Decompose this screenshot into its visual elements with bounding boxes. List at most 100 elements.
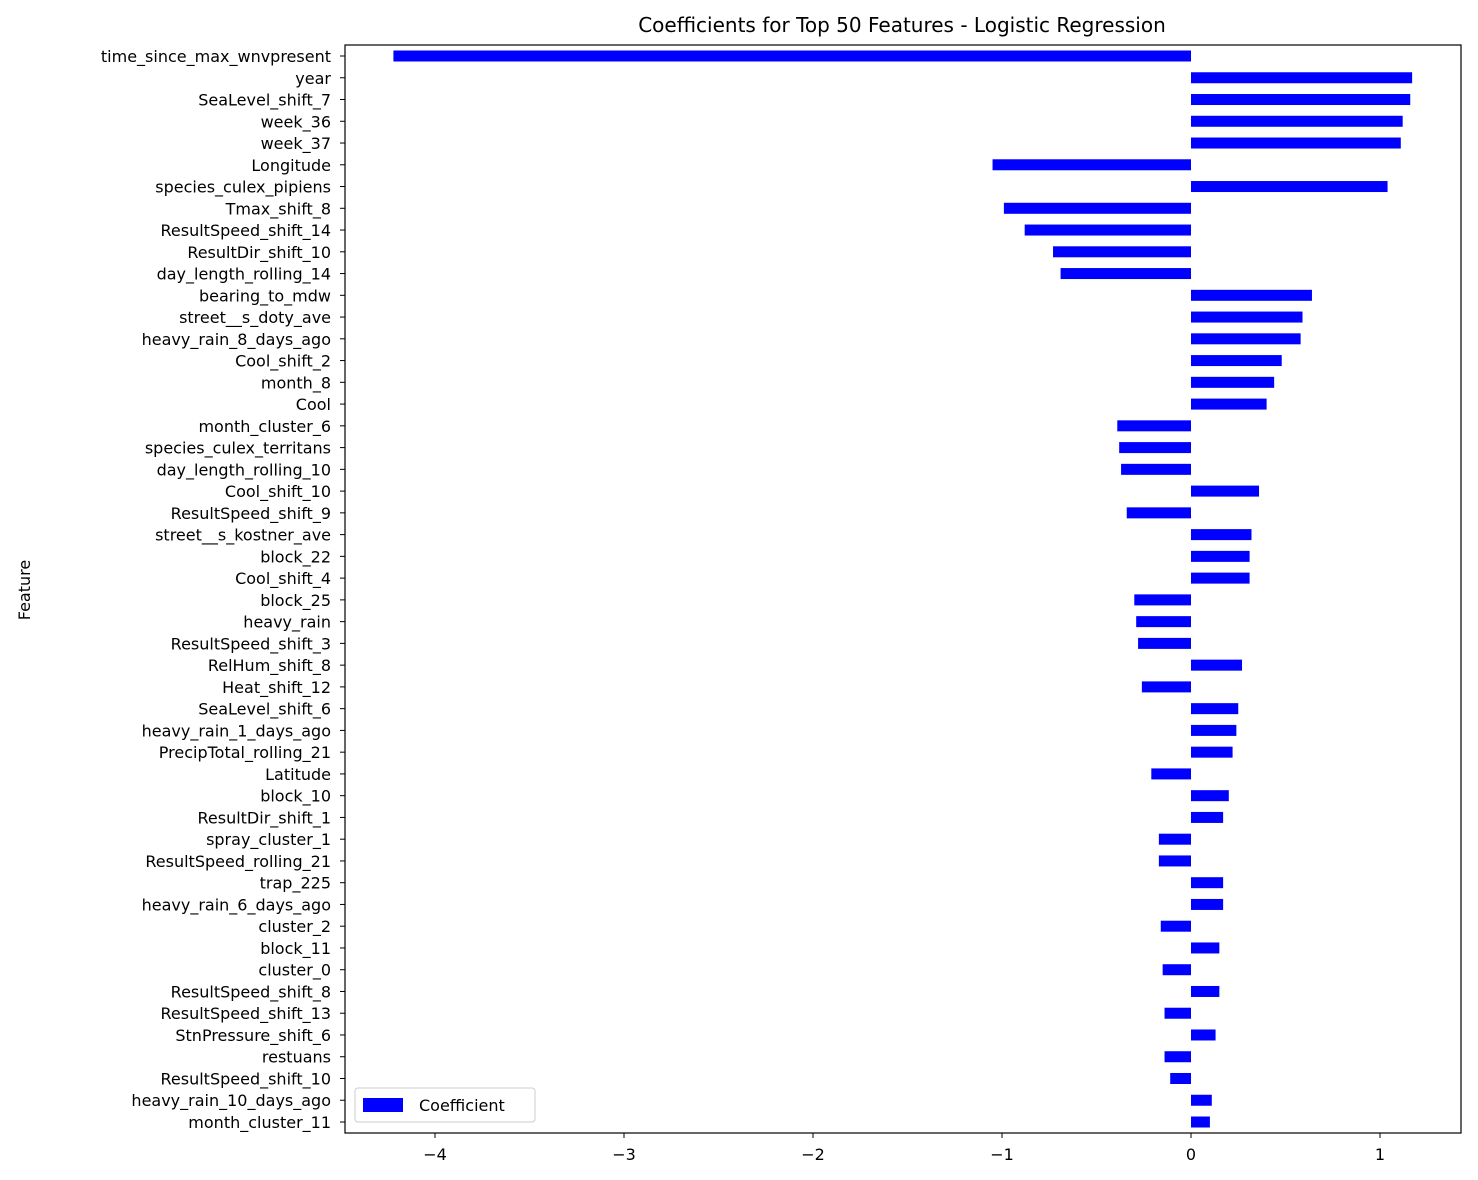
y-tick-label: block_10 <box>260 787 331 807</box>
y-tick-label: Latitude <box>265 765 331 784</box>
y-tick-label: week_37 <box>261 134 331 154</box>
y-tick-label: week_36 <box>261 112 331 132</box>
y-tick-label: heavy_rain_10_days_ago <box>131 1091 331 1111</box>
bar-ResultSpeed_rolling_21 <box>1158 855 1191 867</box>
y-tick-label: street__s_kostner_ave <box>155 526 331 546</box>
bar-heavy_rain_6_days_ago <box>1191 898 1224 910</box>
y-tick-label: day_length_rolling_10 <box>157 460 331 480</box>
legend: Coefficient <box>354 1087 536 1123</box>
bar-SeaLevel_shift_7 <box>1191 94 1411 106</box>
y-tick-label: PrecipTotal_rolling_21 <box>159 743 331 763</box>
y-tick-label: ResultDir_shift_10 <box>187 243 331 263</box>
bar-month_8 <box>1191 376 1275 388</box>
bar-ResultSpeed_shift_9 <box>1126 507 1191 519</box>
bar-heavy_rain <box>1136 616 1191 628</box>
y-tick-label: ResultSpeed_rolling_21 <box>145 852 331 872</box>
y-tick-label: heavy_rain_6_days_ago <box>142 895 331 915</box>
y-tick-label: ResultSpeed_shift_14 <box>161 221 332 241</box>
bar-month_cluster_11 <box>1191 1116 1210 1128</box>
y-tick-label: bearing_to_mdw <box>199 286 331 306</box>
y-tick-label: RelHum_shift_8 <box>208 656 331 676</box>
bar-block_10 <box>1191 790 1229 802</box>
y-tick-label: ResultSpeed_shift_13 <box>161 1004 332 1024</box>
bar-time_since_max_wnvpresent <box>393 50 1191 62</box>
y-tick-label: cluster_0 <box>258 961 331 981</box>
x-tick-label: 1 <box>1375 1145 1385 1164</box>
y-tick-label: month_cluster_6 <box>198 417 331 437</box>
bar-restuans <box>1164 1051 1191 1063</box>
bar-street__s_kostner_ave <box>1191 529 1252 541</box>
y-tick-label: SeaLevel_shift_7 <box>198 91 331 111</box>
y-tick-label: heavy_rain_8_days_ago <box>142 330 331 350</box>
y-tick-label: heavy_rain_1_days_ago <box>142 721 331 741</box>
y-tick-label: block_11 <box>260 939 331 959</box>
bar-cluster_2 <box>1160 920 1191 932</box>
y-tick-label: StnPressure_shift_6 <box>175 1026 331 1046</box>
bar-trap_225 <box>1191 877 1224 889</box>
bar-block_11 <box>1191 942 1220 954</box>
bar-heavy_rain_8_days_ago <box>1191 333 1301 345</box>
y-tick-label: species_culex_territans <box>145 439 331 459</box>
y-tick-label: year <box>295 69 331 88</box>
bar-Longitude <box>992 159 1191 171</box>
bar-Cool_shift_10 <box>1191 485 1260 497</box>
bar-species_culex_territans <box>1119 442 1191 454</box>
x-tick-label: −2 <box>801 1145 825 1164</box>
y-tick-label: block_25 <box>260 591 331 611</box>
legend-box <box>354 1087 536 1123</box>
y-tick-label: Cool_shift_4 <box>235 569 331 589</box>
bars-group <box>393 50 1413 1128</box>
bar-Cool <box>1191 398 1267 410</box>
bar-day_length_rolling_14 <box>1060 268 1191 280</box>
y-tick-label: Longitude <box>251 156 331 175</box>
bar-ResultSpeed_shift_8 <box>1191 985 1220 997</box>
bar-RelHum_shift_8 <box>1191 659 1243 671</box>
y-tick-label: species_culex_pipiens <box>155 178 331 198</box>
bar-SeaLevel_shift_6 <box>1191 703 1239 715</box>
bar-week_37 <box>1191 137 1401 149</box>
bar-ResultSpeed_shift_10 <box>1170 1072 1191 1084</box>
bar-year <box>1191 72 1413 84</box>
bar-day_length_rolling_10 <box>1121 463 1191 475</box>
bar-cluster_0 <box>1162 964 1191 976</box>
y-tick-label: restuans <box>262 1048 331 1067</box>
bar-block_25 <box>1134 594 1191 606</box>
bar-street__s_doty_ave <box>1191 311 1303 323</box>
y-tick-label: block_22 <box>260 547 331 567</box>
y-tick-label: Cool_shift_10 <box>225 482 331 502</box>
y-tick-label: ResultSpeed_shift_9 <box>171 504 331 524</box>
y-tick-label: ResultSpeed_shift_8 <box>171 982 331 1002</box>
y-tick-label: Cool_shift_2 <box>235 352 331 372</box>
bar-Cool_shift_2 <box>1191 355 1282 367</box>
y-tick-label: Tmax_shift_8 <box>225 199 331 219</box>
x-tick-label: −3 <box>612 1145 636 1164</box>
bar-spray_cluster_1 <box>1158 833 1191 845</box>
bar-ResultSpeed_shift_14 <box>1024 224 1191 236</box>
y-tick-label: spray_cluster_1 <box>206 830 331 850</box>
bar-StnPressure_shift_6 <box>1191 1029 1216 1041</box>
bar-ResultSpeed_shift_3 <box>1138 637 1191 649</box>
y-tick-label: month_8 <box>261 373 331 393</box>
bar-ResultDir_shift_10 <box>1053 246 1191 258</box>
bar-block_22 <box>1191 550 1250 562</box>
y-tick-label: ResultSpeed_shift_10 <box>161 1069 332 1089</box>
bar-Tmax_shift_8 <box>1003 202 1191 214</box>
bar-Cool_shift_4 <box>1191 572 1250 584</box>
x-axis-ticks: −4 −3 −2 −1 0 1 <box>423 1133 1385 1164</box>
y-tick-label: cluster_2 <box>258 917 331 937</box>
y-tick-label: month_cluster_11 <box>188 1113 331 1133</box>
bar-ResultDir_shift_1 <box>1191 811 1224 823</box>
bar-week_36 <box>1191 115 1403 127</box>
bar-Latitude <box>1151 768 1191 780</box>
bar-Heat_shift_12 <box>1141 681 1191 693</box>
bar-month_cluster_6 <box>1117 420 1191 432</box>
y-tick-label: heavy_rain <box>243 613 331 633</box>
legend-swatch <box>363 1098 403 1112</box>
bar-bearing_to_mdw <box>1191 289 1312 301</box>
bar-heavy_rain_10_days_ago <box>1191 1094 1212 1106</box>
bar-PrecipTotal_rolling_21 <box>1191 746 1233 758</box>
y-tick-label: ResultDir_shift_1 <box>197 808 331 828</box>
y-tick-label: time_since_max_wnvpresent <box>101 47 331 67</box>
bar-heavy_rain_1_days_ago <box>1191 724 1237 736</box>
